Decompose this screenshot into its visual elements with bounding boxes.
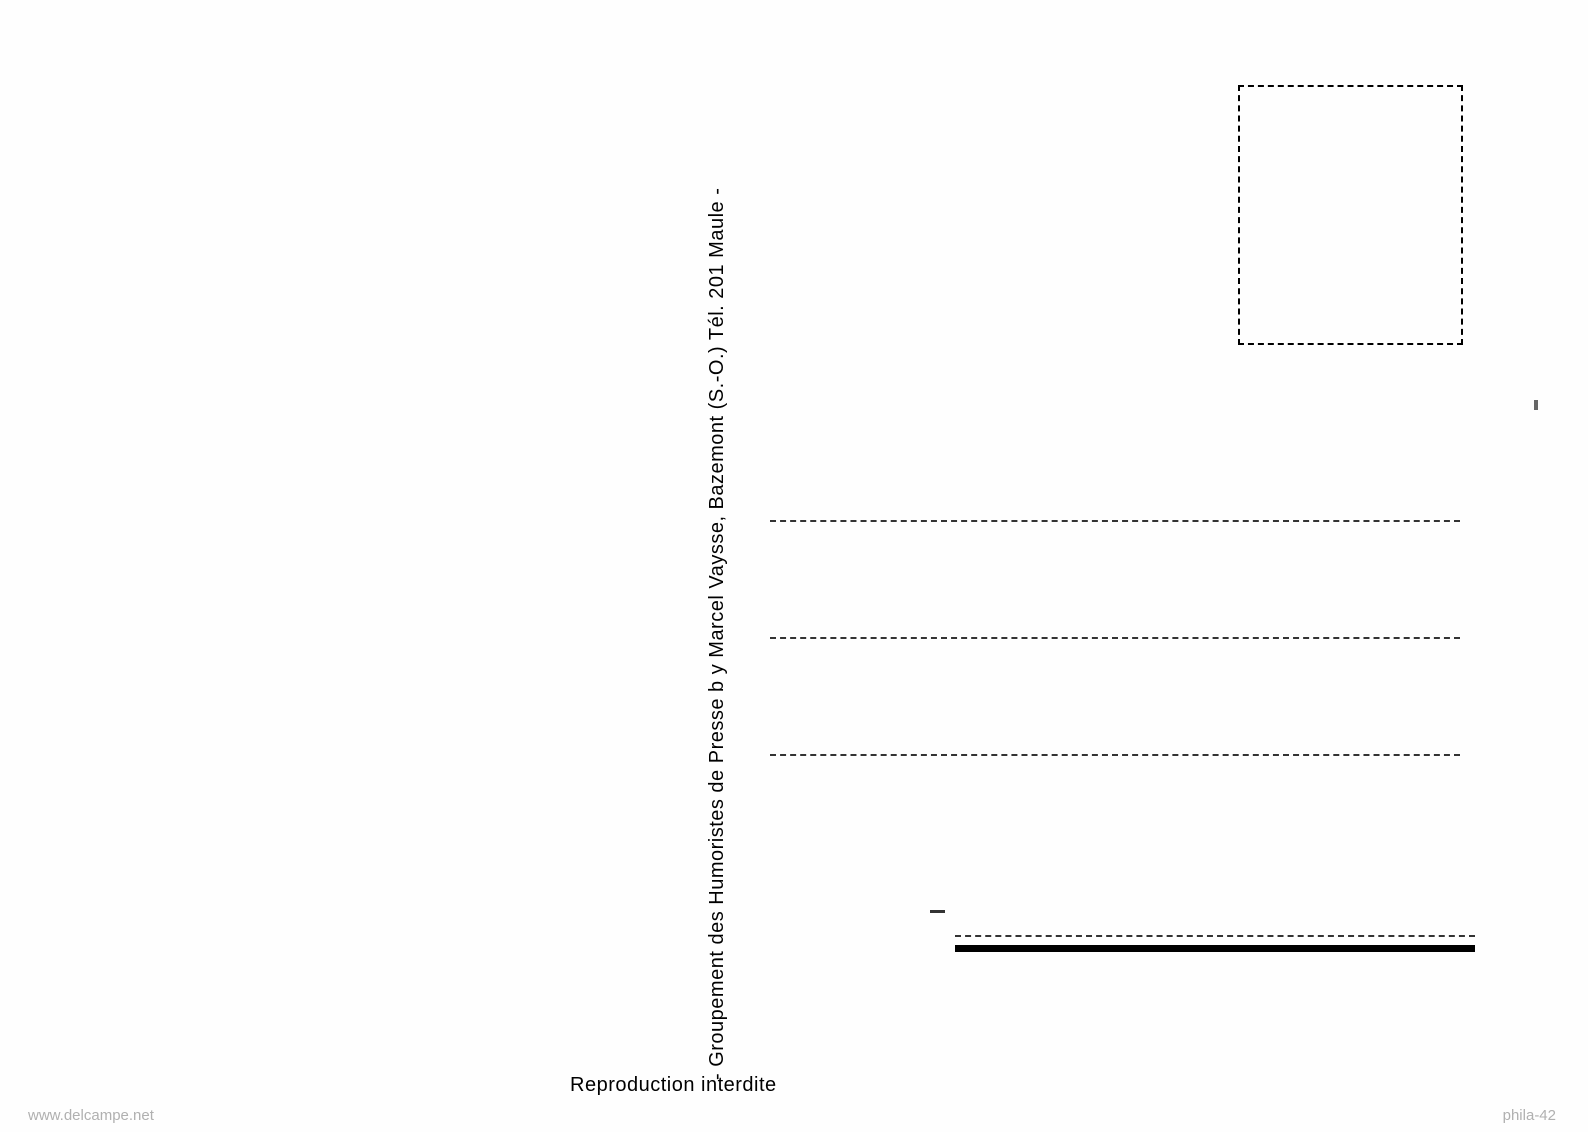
stamp-placeholder	[1238, 85, 1463, 345]
underline-dashed	[955, 935, 1475, 937]
address-line-3	[770, 754, 1460, 756]
address-line-1	[770, 520, 1460, 522]
reproduction-notice: Reproduction interdite	[570, 1074, 777, 1097]
watermark-seller: phila-42	[1503, 1107, 1556, 1124]
address-area	[770, 520, 1473, 871]
publisher-credit: - Groupement des Humoristes de Presse b …	[706, 40, 736, 1080]
postcard-back: - Groupement des Humoristes de Presse b …	[0, 0, 1588, 1132]
edge-mark	[1534, 400, 1538, 410]
address-line-2	[770, 637, 1460, 639]
underline-solid	[955, 945, 1475, 952]
underline-area	[955, 935, 1473, 952]
small-mark	[930, 910, 945, 913]
watermark-url: www.delcampe.net	[28, 1107, 154, 1124]
